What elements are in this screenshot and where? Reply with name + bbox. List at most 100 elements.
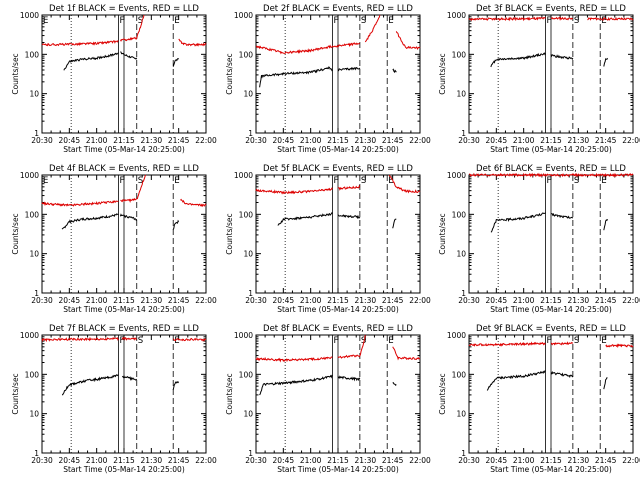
series-line-events [550, 370, 574, 379]
x-tick-label: 21:45 [595, 136, 617, 145]
x-tick-label: 20:45 [273, 296, 295, 305]
series-line-events [392, 68, 397, 74]
event-marker-label: E [388, 336, 393, 346]
series-line-lld [395, 31, 421, 50]
x-tick-label: 21:30 [568, 456, 590, 465]
x-tick-label: 21:45 [168, 296, 190, 305]
x-tick-label: 21:00 [300, 456, 322, 465]
x-tick-label: 21:30 [355, 456, 377, 465]
series-line-lld [121, 336, 138, 341]
series-line-events [172, 381, 180, 390]
event-marker-label: E [601, 336, 606, 346]
x-tick-label: 21:45 [168, 136, 190, 145]
y-tick-label: 100 [239, 210, 254, 219]
event-marker-label: S [138, 176, 143, 186]
x-tick-label: 20:30 [31, 456, 53, 465]
series-line-lld [550, 16, 573, 21]
event-marker-label: S [138, 16, 143, 26]
y-tick-label: 100 [452, 210, 467, 219]
x-tick-label: 20:30 [245, 296, 267, 305]
x-tick-label: 20:45 [486, 136, 508, 145]
x-tick-label: 21:15 [113, 456, 135, 465]
series-line-events [550, 54, 574, 61]
panel-title: Det 7f BLACK = Events, RED = LLD [49, 324, 199, 334]
series-line-lld [587, 16, 634, 21]
series-line-lld [605, 343, 634, 349]
panel-6: Det 6f BLACK = Events, RED = LLD 1 10 100 10… [438, 164, 640, 314]
series-line-events [337, 214, 361, 220]
event-marker-label: E [601, 16, 606, 26]
x-tick-label: 21:30 [355, 296, 377, 305]
series-line-lld [120, 174, 147, 203]
series-line-events [63, 52, 119, 71]
x-tick-label: 22:00 [622, 456, 640, 465]
x-tick-label: 22:00 [409, 296, 431, 305]
y-axis-label: Counts/sec [225, 213, 234, 254]
series-line-events [172, 57, 180, 67]
y-tick-label: 1000 [447, 171, 466, 180]
x-tick-label: 21:00 [86, 456, 108, 465]
panel-9: Det 9f BLACK = Events, RED = LLD 1 10 100 10… [438, 324, 640, 474]
y-tick-label: 1000 [447, 331, 466, 340]
y-axis-label: Counts/sec [11, 373, 20, 414]
x-tick-label: 21:00 [513, 456, 535, 465]
panel-1: Det 1f BLACK = Events, RED = LLD 1 10 100 10… [11, 4, 217, 154]
panel-title: Det 8f BLACK = Events, RED = LLD [263, 324, 413, 334]
panel-7: Det 7f BLACK = Events, RED = LLD 1 10 100 10… [11, 324, 217, 474]
x-axis-label: Start Time (05-Mar-14 20:25:00) [277, 305, 399, 314]
event-marker-label: S [574, 16, 579, 26]
y-tick-label: 100 [239, 370, 254, 379]
series-line-events [490, 212, 546, 233]
x-tick-label: 21:30 [568, 136, 590, 145]
panel-title: Det 3f BLACK = Events, RED = LLD [476, 4, 626, 14]
series-line-lld [337, 184, 361, 191]
event-marker-label: F [547, 176, 552, 186]
x-tick-label: 21:30 [355, 136, 377, 145]
panel-title: Det 4f BLACK = Events, RED = LLD [49, 164, 199, 174]
x-tick-label: 21:15 [113, 296, 135, 305]
y-tick-label: 1000 [20, 11, 39, 20]
event-marker-label: E [174, 176, 179, 186]
panel-3: Det 3f BLACK = Events, RED = LLD 1 10 100 10… [438, 4, 640, 154]
x-tick-label: 20:45 [273, 136, 295, 145]
x-axis-label: Start Time (05-Mar-14 20:25:00) [63, 465, 185, 474]
series-line-events [337, 66, 361, 72]
series-line-lld [180, 198, 207, 208]
y-tick-label: 10 [243, 90, 253, 99]
y-tick-label: 100 [452, 50, 467, 59]
event-marker-label: F [120, 176, 125, 186]
series-line-events [603, 218, 608, 231]
y-tick-label: 1000 [234, 171, 253, 180]
series-line-lld [41, 336, 119, 343]
x-tick-label: 20:45 [59, 136, 81, 145]
y-tick-label: 10 [29, 250, 39, 259]
x-tick-label: 21:30 [141, 136, 163, 145]
x-tick-label: 22:00 [622, 296, 640, 305]
series-line-lld [42, 40, 119, 47]
y-tick-label: 1000 [447, 11, 466, 20]
x-tick-label: 20:45 [273, 456, 295, 465]
panel-title: Det 9f BLACK = Events, RED = LLD [476, 324, 626, 334]
y-tick-label: 1 [34, 449, 39, 458]
x-tick-label: 22:00 [195, 296, 217, 305]
series-line-events [490, 52, 546, 68]
x-tick-label: 21:45 [382, 456, 404, 465]
series-line-events [392, 382, 397, 386]
series-line-lld [255, 356, 333, 363]
x-tick-label: 21:15 [327, 456, 349, 465]
series-line-lld [468, 16, 546, 22]
event-marker-label: E [174, 336, 179, 346]
x-tick-label: 20:30 [458, 456, 480, 465]
x-tick-label: 21:45 [382, 296, 404, 305]
y-tick-label: 100 [25, 370, 40, 379]
y-axis-label: Counts/sec [225, 373, 234, 414]
x-tick-label: 21:00 [513, 296, 535, 305]
y-axis-label: Counts/sec [225, 53, 234, 94]
y-tick-label: 1 [248, 129, 253, 138]
y-tick-label: 1000 [20, 171, 39, 180]
x-axis-label: Start Time (05-Mar-14 20:25:00) [63, 305, 185, 314]
series-line-lld [364, 14, 381, 43]
x-tick-label: 20:45 [486, 456, 508, 465]
panel-8: Det 8f BLACK = Events, RED = LLD 1 10 100 10… [225, 324, 431, 474]
x-tick-label: 21:15 [540, 456, 562, 465]
